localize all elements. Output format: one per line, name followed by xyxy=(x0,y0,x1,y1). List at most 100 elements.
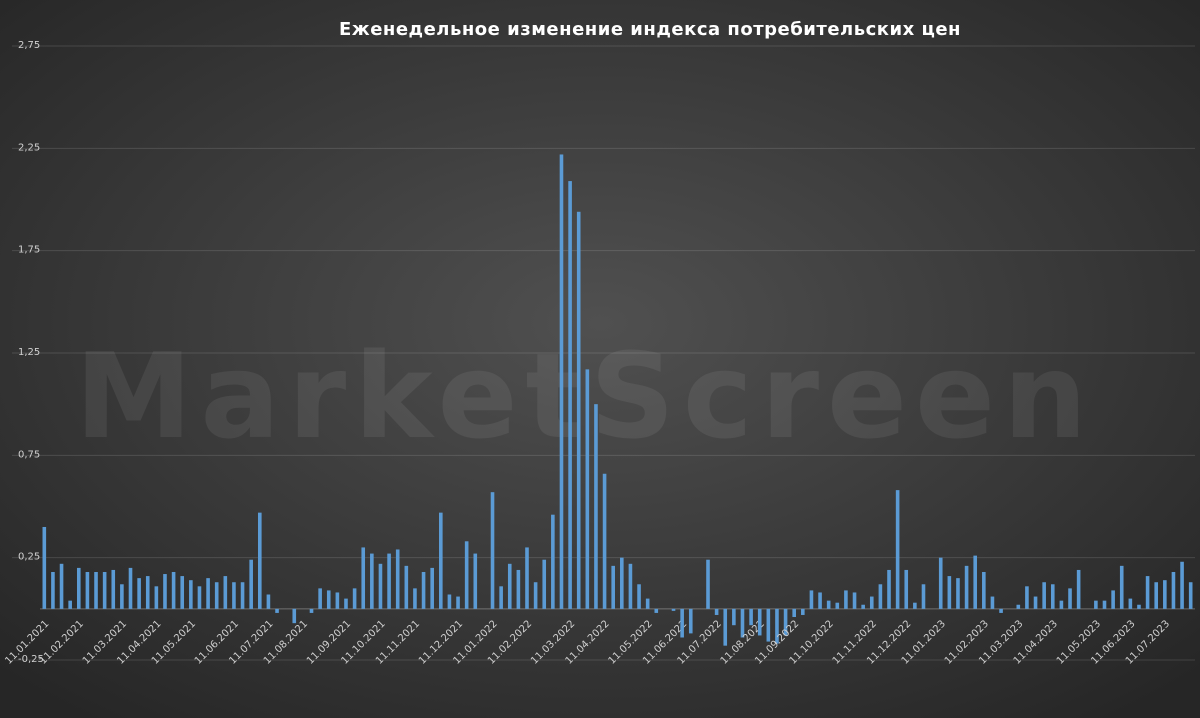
bar xyxy=(76,567,81,609)
bar xyxy=(964,565,969,609)
bar xyxy=(680,608,684,638)
bar xyxy=(361,547,366,609)
bar xyxy=(542,559,547,609)
bar xyxy=(620,557,624,609)
chart-title: Еженедельное изменение индекса потребите… xyxy=(339,19,961,40)
bar xyxy=(835,602,840,609)
bar xyxy=(1128,598,1133,609)
bar xyxy=(275,608,279,613)
bar xyxy=(714,608,719,615)
bar xyxy=(551,514,555,609)
bar xyxy=(585,369,590,609)
bar xyxy=(473,553,478,609)
bar xyxy=(197,586,202,609)
bar xyxy=(869,596,874,609)
bar xyxy=(94,571,98,609)
bar xyxy=(344,598,348,609)
bar xyxy=(1111,590,1115,609)
bar xyxy=(137,578,141,609)
bar xyxy=(568,181,572,609)
bar xyxy=(913,602,917,609)
y-tick-label: 0,75 xyxy=(18,449,40,460)
bar xyxy=(292,608,297,624)
bar xyxy=(637,584,641,609)
bar xyxy=(895,490,900,609)
bar xyxy=(456,596,460,609)
bar xyxy=(404,565,409,609)
bar xyxy=(809,590,814,609)
bar xyxy=(120,584,124,609)
bar xyxy=(507,563,512,609)
bar xyxy=(59,563,64,609)
watermark: MarketScreen xyxy=(75,327,1095,465)
bar xyxy=(723,608,728,646)
bar xyxy=(1042,582,1046,609)
bar xyxy=(1163,580,1167,609)
bar xyxy=(189,580,193,609)
bar xyxy=(611,565,615,609)
bar xyxy=(1033,596,1038,609)
bar xyxy=(378,563,383,609)
bar xyxy=(1137,604,1141,609)
bar xyxy=(439,512,443,609)
bar xyxy=(999,608,1003,613)
bar xyxy=(171,571,176,609)
bar xyxy=(938,557,943,609)
bar xyxy=(499,586,503,609)
bar xyxy=(654,608,659,613)
bar xyxy=(525,547,529,609)
bar xyxy=(852,592,857,609)
bar xyxy=(1059,600,1064,609)
bar xyxy=(257,512,262,609)
bar xyxy=(154,586,159,609)
bar xyxy=(1180,561,1184,609)
bar xyxy=(921,584,926,609)
bar xyxy=(128,567,133,609)
bar xyxy=(766,608,771,642)
bar xyxy=(1145,576,1150,609)
bar xyxy=(645,598,650,609)
bar xyxy=(1025,586,1029,609)
y-tick-label: -0,25 xyxy=(18,654,44,665)
bar xyxy=(732,608,736,626)
bar xyxy=(102,571,107,609)
bar xyxy=(973,555,978,609)
bar xyxy=(826,600,831,609)
bar xyxy=(533,582,538,609)
bar xyxy=(783,608,788,636)
bar xyxy=(688,608,693,634)
bar xyxy=(594,404,598,609)
bar xyxy=(602,473,607,609)
bar xyxy=(990,596,995,609)
bar xyxy=(68,600,72,609)
bar xyxy=(1050,584,1055,609)
bar xyxy=(1171,571,1176,609)
bar xyxy=(421,571,426,609)
bar xyxy=(206,578,210,609)
bar xyxy=(904,569,909,609)
bar xyxy=(370,553,374,609)
bar xyxy=(240,582,245,609)
bar xyxy=(318,588,322,609)
bar xyxy=(1076,569,1081,609)
bar xyxy=(490,492,495,609)
bar xyxy=(266,594,271,609)
bar xyxy=(775,608,779,644)
bar xyxy=(861,604,865,609)
bar xyxy=(42,526,47,609)
bar xyxy=(85,571,90,609)
bar xyxy=(878,584,883,609)
bar xyxy=(1068,588,1072,609)
y-tick-label: 2,75 xyxy=(18,40,40,51)
bar xyxy=(249,559,253,609)
bar xyxy=(1188,582,1193,609)
bar xyxy=(887,569,891,609)
bar xyxy=(223,576,228,609)
bar xyxy=(214,582,219,609)
bar xyxy=(232,582,236,609)
bar xyxy=(818,592,822,609)
bar xyxy=(1016,604,1021,609)
bar xyxy=(757,608,762,636)
bar xyxy=(352,588,357,609)
